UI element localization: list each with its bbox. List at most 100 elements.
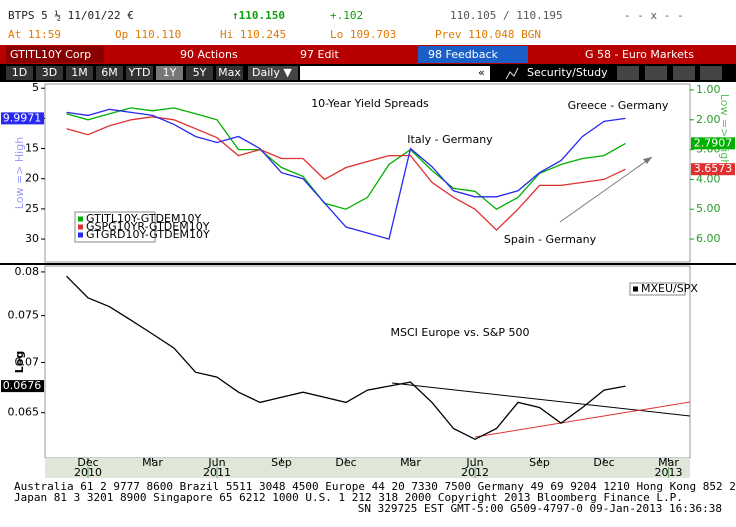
range-button[interactable] — [66, 66, 93, 80]
y2-tick-label: 1.00 — [696, 83, 721, 96]
legend-swatch — [633, 286, 638, 292]
range-label[interactable]: 3D — [42, 66, 57, 79]
range-button[interactable] — [126, 66, 153, 80]
price: ↑110.150 — [232, 9, 285, 22]
legend-swatch — [78, 224, 83, 230]
legend-label: GTGRD10Y-GTDEM10Y — [86, 228, 210, 241]
value-label: 9.9971 — [3, 111, 42, 124]
x-tick-label: Jun — [465, 456, 483, 469]
value-label-box — [691, 137, 735, 150]
y-tick-label: 0.075 — [8, 309, 40, 322]
footer-line: Japan 81 3 3201 8900 Singapore 65 6212 1… — [14, 491, 683, 504]
legend-box — [629, 282, 686, 296]
series-line — [66, 108, 626, 240]
security: BTPS 5 ½ 11/01/22 € — [8, 9, 134, 22]
collapse[interactable]: « — [478, 66, 485, 79]
y-tick-label: 15 — [25, 142, 39, 155]
period[interactable]: Daily ▼ — [252, 66, 292, 79]
annotation: Greece - Germany — [568, 99, 669, 112]
ticker-box[interactable] — [6, 46, 104, 63]
low: Lo 109.703 — [330, 28, 396, 41]
y-tick-label: 5 — [32, 81, 39, 94]
y-tick-label: 0.065 — [8, 406, 40, 419]
icon-button[interactable] — [645, 66, 667, 80]
annotation: Italy - Germany — [407, 133, 493, 146]
trend-arrow — [559, 156, 653, 223]
range-label[interactable]: Max — [218, 66, 241, 79]
icon-button[interactable] — [700, 66, 722, 80]
period-box[interactable] — [248, 66, 298, 80]
menu-bar — [0, 45, 736, 64]
range-button[interactable] — [96, 66, 123, 80]
range-label[interactable]: 6M — [101, 66, 118, 79]
prev: Prev 110.048 BGN — [435, 28, 541, 41]
chart-title: MSCI Europe vs. S&P 500 — [391, 326, 530, 339]
bid-ask: 110.105 / 110.195 — [450, 9, 563, 22]
ticker[interactable]: GTITL10Y Corp — [10, 48, 91, 61]
y-axis-label: Log — [13, 351, 26, 373]
time: At 11:59 — [8, 28, 61, 41]
study-icon[interactable] — [505, 67, 519, 80]
x-tick-label: Dec — [335, 456, 356, 469]
year-label: 2012 — [461, 466, 489, 479]
y-tick-label: 20 — [25, 172, 39, 185]
x-tick-label: Mar — [400, 456, 421, 469]
range-button[interactable] — [156, 66, 183, 80]
legend-label: MXEU/SPX — [641, 282, 698, 295]
feedback-menu[interactable]: 98 Feedback — [428, 48, 499, 61]
footer-line: SN 329725 EST GMT-5:00 G509-4797-0 09-Ja… — [358, 502, 722, 515]
legend-label: GSPG10YR-GTDEM10Y — [86, 220, 210, 233]
series-line — [66, 275, 626, 441]
y2-tick-label: 6.00 — [696, 232, 721, 245]
icon-button[interactable] — [617, 66, 639, 80]
x-tick-label: Sep — [529, 456, 550, 469]
feedback-box[interactable] — [418, 46, 528, 63]
edit-menu[interactable]: 97 Edit — [300, 48, 339, 61]
icon-button[interactable] — [673, 66, 695, 80]
year-label: 2013 — [655, 466, 683, 479]
value-label: 3.6573 — [694, 162, 733, 175]
range-button[interactable] — [216, 66, 243, 80]
range-button[interactable] — [6, 66, 33, 80]
y-tick-label: 0.07 — [15, 355, 40, 368]
high: Hi 110.245 — [220, 28, 286, 41]
y-tick-label: 0.08 — [15, 265, 40, 278]
x-axis-band — [45, 458, 690, 478]
legend-box — [74, 211, 156, 243]
range-button[interactable] — [36, 66, 63, 80]
page-title: G 58 - Euro Markets — [585, 48, 694, 61]
annotation: Spain - Germany — [504, 233, 597, 246]
range-label[interactable]: 1D — [12, 66, 27, 79]
y2-tick-label: 5.00 — [696, 202, 721, 215]
x-tick-label: Sep — [271, 456, 292, 469]
y-tick-label: 30 — [25, 232, 39, 245]
range-label[interactable]: 5Y — [193, 66, 207, 79]
x-tick-label: Dec — [77, 456, 98, 469]
legend-label: GTITL10Y-GTDEM10Y — [86, 212, 201, 225]
x-tick-label: Dec — [593, 456, 614, 469]
chart-title: 10-Year Yield Spreads — [311, 97, 429, 110]
value-label: 0.0676 — [3, 379, 42, 392]
input[interactable] — [300, 66, 490, 80]
change: +.102 — [330, 9, 363, 22]
range-label[interactable]: 1Y — [163, 66, 177, 79]
footer-line: Australia 61 2 9777 8600 Brazil 5511 304… — [14, 480, 736, 493]
study[interactable]: Security/Study — [527, 66, 608, 79]
range-label[interactable]: YTD — [128, 66, 151, 79]
legend-swatch — [78, 232, 83, 238]
trend-line — [474, 401, 691, 438]
value-label: 2.7907 — [694, 136, 733, 149]
x-tick-label: Jun — [207, 456, 225, 469]
year-label: 2011 — [203, 466, 231, 479]
y2-tick-label: 4.00 — [696, 172, 721, 185]
value-label-box — [1, 112, 44, 125]
range-label[interactable]: 1M — [71, 66, 88, 79]
value-label-box — [691, 163, 735, 176]
window-controls[interactable]: - - x - - — [624, 9, 684, 22]
actions-menu[interactable]: 90 Actions — [180, 48, 238, 61]
series-line — [66, 107, 626, 210]
open: Op 110.110 — [115, 28, 181, 41]
y-tick-label: 25 — [25, 202, 39, 215]
range-button[interactable] — [186, 66, 213, 80]
